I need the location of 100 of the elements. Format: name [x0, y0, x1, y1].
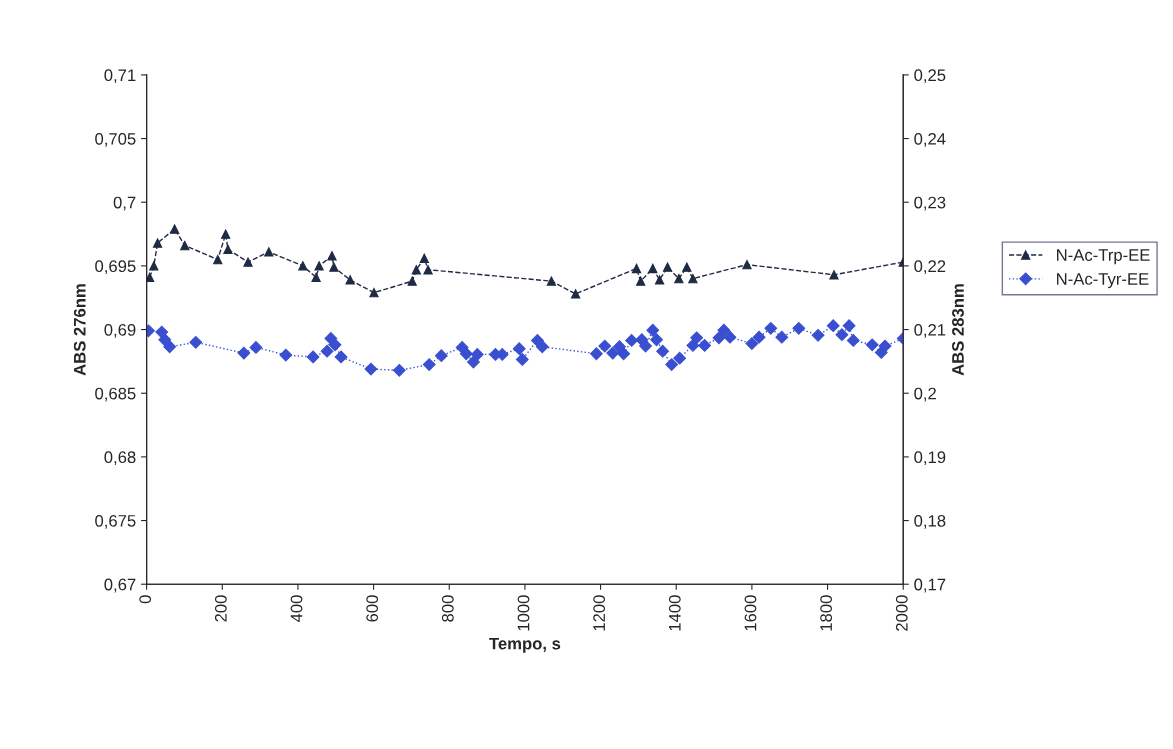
point — [407, 276, 417, 286]
y-axis-title: ABS 276nm — [73, 284, 86, 376]
x-tick-label: 600 — [366, 595, 379, 622]
point — [646, 323, 660, 337]
point — [369, 287, 379, 298]
y2-tick-label: 0,22 — [914, 260, 946, 275]
point — [835, 328, 849, 342]
y2-tick-label: 0,18 — [914, 514, 946, 529]
point — [764, 321, 778, 335]
x-tick-label: 400 — [290, 595, 303, 623]
point — [512, 342, 526, 356]
point — [546, 276, 557, 286]
point — [223, 244, 233, 255]
point — [648, 263, 658, 274]
y-tick-label: 0,675 — [95, 514, 136, 529]
point — [298, 261, 308, 271]
point — [690, 331, 704, 345]
point — [570, 289, 581, 299]
point — [163, 340, 177, 354]
point — [459, 347, 473, 361]
point — [656, 344, 670, 358]
point — [345, 275, 355, 285]
point — [328, 338, 342, 352]
point — [665, 358, 679, 371]
point — [606, 346, 620, 360]
y2-axis-title: ABS 283nm — [952, 284, 964, 376]
point — [189, 335, 203, 349]
legend-label: N-Ac-Tyr-EE — [1057, 273, 1149, 289]
point — [826, 319, 840, 333]
point — [673, 351, 687, 365]
point — [723, 330, 737, 344]
point — [811, 328, 825, 342]
y-tick-label: 0,68 — [104, 451, 136, 466]
point — [327, 251, 337, 261]
point — [515, 353, 529, 366]
point — [631, 263, 642, 274]
point — [635, 276, 646, 286]
point — [306, 350, 320, 364]
point — [467, 355, 480, 369]
y2-tick-label: 0,2 — [914, 387, 936, 402]
y-tick-label: 0,695 — [95, 260, 136, 275]
x-axis-title: Tempo, s — [489, 637, 561, 653]
y2-tick-label: 0,17 — [914, 578, 946, 593]
point — [434, 349, 448, 363]
legend-label: N-Ac-Trp-EE — [1057, 249, 1150, 265]
point — [470, 347, 484, 361]
point — [617, 347, 631, 361]
point — [662, 262, 673, 272]
x-tick-label: 1600 — [744, 595, 757, 631]
point — [392, 363, 406, 377]
point — [752, 330, 766, 344]
point — [846, 333, 860, 347]
point — [625, 333, 639, 347]
point — [149, 261, 159, 271]
point — [717, 323, 731, 337]
y2-tick-label: 0,23 — [914, 196, 946, 211]
point — [329, 262, 339, 272]
point — [698, 339, 712, 352]
x-tick-label: 1000 — [517, 595, 530, 631]
point — [334, 350, 348, 364]
point — [422, 358, 436, 371]
x-tick-label: 800 — [441, 595, 454, 622]
point — [878, 339, 892, 353]
point — [311, 272, 321, 283]
y2-tick-label: 0,19 — [914, 451, 946, 466]
point — [674, 273, 684, 284]
y-tick-label: 0,705 — [95, 132, 136, 147]
point — [842, 319, 856, 333]
point — [423, 265, 433, 275]
point — [742, 259, 752, 270]
point — [314, 261, 324, 271]
point — [152, 238, 163, 248]
point — [745, 337, 759, 350]
point — [829, 270, 839, 280]
point — [364, 362, 378, 376]
point — [686, 339, 700, 352]
x-tick-label: 1800 — [820, 595, 833, 631]
point — [598, 339, 612, 353]
point — [590, 347, 603, 361]
y-tick-label: 0,685 — [95, 387, 136, 402]
point — [654, 275, 665, 285]
y-tick-label: 0,67 — [104, 578, 136, 593]
y-tick-label: 0,7 — [113, 196, 136, 211]
y-tick-label: 0,69 — [104, 323, 136, 338]
x-tick-label: 0 — [139, 595, 152, 604]
point — [237, 346, 251, 360]
point — [213, 254, 223, 265]
point — [419, 253, 429, 263]
point — [243, 257, 253, 267]
point — [249, 340, 263, 354]
point — [146, 272, 155, 283]
y2-tick-label: 0,21 — [914, 323, 946, 338]
x-tick-label: 1400 — [668, 595, 681, 631]
point — [865, 338, 879, 352]
point — [324, 332, 338, 345]
point — [688, 273, 698, 284]
point — [535, 340, 549, 354]
point — [180, 240, 190, 251]
y2-tick-label: 0,24 — [914, 132, 946, 147]
point — [279, 348, 293, 362]
